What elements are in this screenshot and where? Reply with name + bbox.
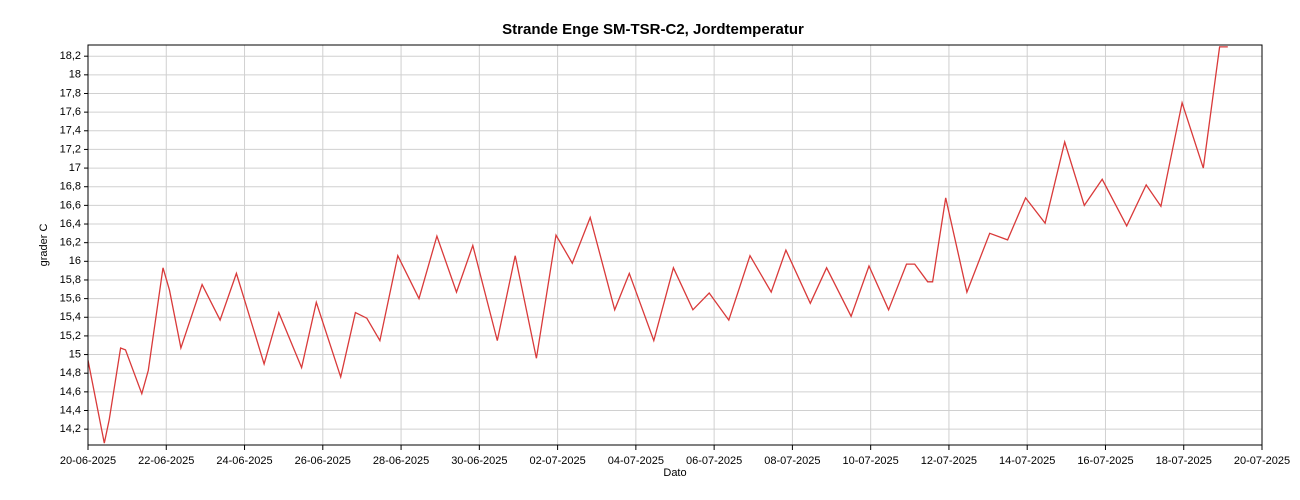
x-tick-label: 28-06-2025 [373,455,429,467]
data-line [88,46,1228,444]
x-tick-label: 08-07-2025 [764,455,820,467]
y-tick-label: 16,2 [60,237,81,249]
x-tick-label: 20-06-2025 [60,455,116,467]
y-tick-label: 17,4 [60,125,81,137]
x-tick-label: 12-07-2025 [921,455,977,467]
x-tick-label: 04-07-2025 [608,455,664,467]
y-tick-label: 16 [69,255,81,267]
y-tick-label: 15 [69,348,81,360]
y-tick-label: 18,2 [60,50,81,62]
y-axis-label: grader C [38,224,50,267]
y-tick-label: 14,4 [60,404,81,416]
y-tick-label: 14,8 [60,367,81,379]
x-tick-label: 18-07-2025 [1156,455,1212,467]
y-tick-label: 16,6 [60,199,81,211]
y-tick-label: 18 [69,69,81,81]
y-tick-label: 17,2 [60,143,81,155]
x-tick-label: 20-07-2025 [1234,455,1290,467]
y-tick-label: 14,6 [60,386,81,398]
x-tick-label: 30-06-2025 [451,455,507,467]
plot [88,46,1228,444]
y-tick-label: 16,8 [60,181,81,193]
x-tick-label: 14-07-2025 [999,455,1055,467]
x-axis-label: Dato [663,467,686,479]
chart-title: Strande Enge SM-TSR-C2, Jordtemperatur [502,21,804,38]
x-tick-label: 24-06-2025 [216,455,272,467]
x-tick-label: 16-07-2025 [1077,455,1133,467]
y-tick-label: 16,4 [60,218,81,230]
x-tick-label: 06-07-2025 [686,455,742,467]
y-tick-label: 14,2 [60,423,81,435]
grid [87,45,1263,445]
x-tick-label: 22-06-2025 [138,455,194,467]
x-tick-label: 02-07-2025 [529,455,585,467]
y-tick-label: 15,6 [60,293,81,305]
y-tick-label: 15,2 [60,330,81,342]
y-tick-label: 17,6 [60,106,81,118]
y-tick-label: 15,4 [60,311,81,323]
plot-frame [87,44,1263,446]
x-tick-label: 10-07-2025 [843,455,899,467]
y-tick-label: 15,8 [60,274,81,286]
y-tick-label: 17,8 [60,87,81,99]
y-tick-label: 17 [69,162,81,174]
x-tick-label: 26-06-2025 [295,455,351,467]
